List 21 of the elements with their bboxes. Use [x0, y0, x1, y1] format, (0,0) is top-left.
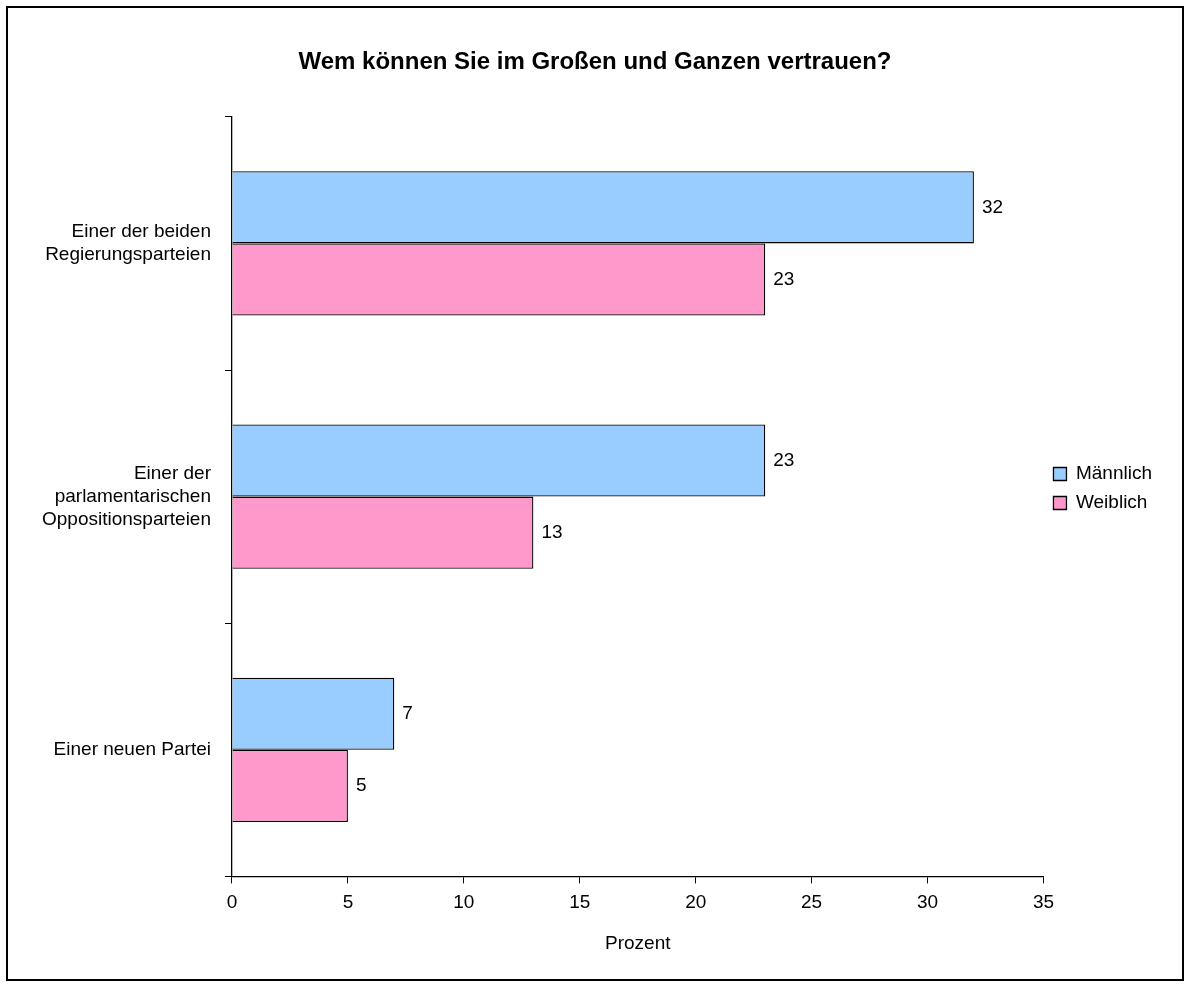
x-tick-label: 15 [569, 891, 591, 913]
chart-title: Wem können Sie im Großen und Ganzen vertrauen? [298, 47, 892, 75]
legend-label: Männlich [1075, 462, 1153, 484]
legend-label: Weiblich [1075, 491, 1148, 513]
data-label: 32 [981, 195, 1004, 217]
x-tick-label: 25 [801, 891, 823, 913]
x-tick-label: 35 [1032, 891, 1055, 913]
y-tick-label: Einer der beiden Regierungsparteien [45, 220, 211, 265]
x-tick-label: 5 [342, 891, 354, 913]
data-label: 7 [402, 701, 413, 723]
data-label: 23 [773, 267, 795, 289]
x-tick-label: 20 [685, 891, 707, 913]
x-tick-label: 0 [226, 891, 238, 913]
y-tick-label: Einer neuen Partei [53, 738, 211, 760]
x-axis-title: Prozent [604, 931, 672, 953]
data-label: 13 [541, 520, 563, 542]
data-label: 5 [355, 774, 367, 796]
x-tick-label: 30 [916, 891, 939, 913]
y-tick-label: Einer der parlamentarischen Oppositionsparteien [42, 462, 212, 529]
x-tick-label: 10 [453, 891, 475, 913]
data-label: 23 [773, 448, 795, 470]
